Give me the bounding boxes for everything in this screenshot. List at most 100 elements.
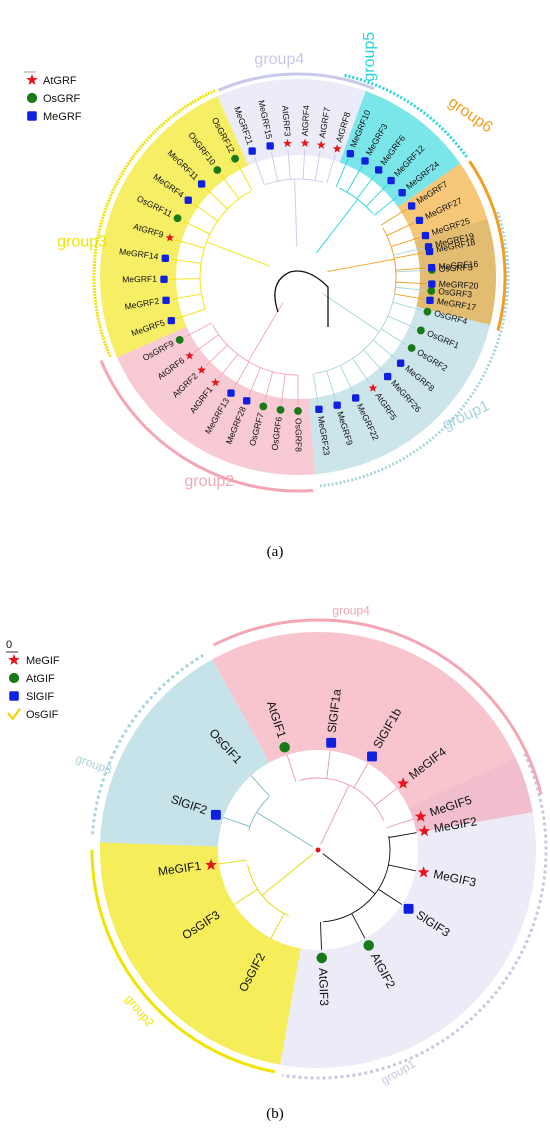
marker-osgrf1 bbox=[416, 326, 425, 335]
arc-group3 bbox=[92, 89, 216, 358]
root-node bbox=[315, 847, 321, 853]
arc-group4 bbox=[218, 72, 375, 92]
branch-megrf7 bbox=[380, 208, 407, 226]
marker-atgrf6 bbox=[185, 351, 194, 360]
branch-megrf12 bbox=[365, 184, 388, 207]
branch-megrf24 bbox=[373, 196, 398, 216]
legend-circle-icon bbox=[26, 92, 38, 104]
leaf-megrf16: MeGRF16 bbox=[438, 259, 478, 272]
branch-osgrf3 bbox=[395, 286, 426, 291]
panel-b-caption: (b) bbox=[266, 1106, 284, 1122]
marker-atgif2 bbox=[363, 940, 374, 951]
branch-megrf5 bbox=[176, 308, 206, 320]
branch-megrf4 bbox=[192, 203, 218, 222]
branch-osgrf1 bbox=[387, 315, 416, 329]
band-group3 bbox=[100, 659, 270, 847]
branch-megrf6 bbox=[356, 174, 376, 200]
legend-square-icon bbox=[9, 691, 19, 701]
marker-megrf8 bbox=[396, 359, 405, 367]
branch-megrf17 bbox=[394, 293, 425, 300]
band-group4 bbox=[217, 79, 366, 166]
legend-check-icon bbox=[7, 707, 21, 721]
marker-megrf26 bbox=[383, 372, 392, 381]
branch-megrf19 bbox=[393, 247, 423, 256]
marker-osgrf9 bbox=[175, 335, 184, 344]
marker-osgrf7 bbox=[259, 402, 268, 411]
panel-b-tree: group1group2group3group4MeGIF2MeGIF3SlGI… bbox=[74, 603, 548, 1087]
legend-star-icon bbox=[8, 654, 20, 665]
branch-megrf10 bbox=[335, 158, 349, 187]
branch-megif5 bbox=[386, 818, 414, 829]
legend-label-osgif: OsGIF bbox=[26, 709, 59, 721]
branch-megrf14 bbox=[171, 258, 202, 264]
marker-megrf15 bbox=[266, 142, 274, 150]
marker-atgrf1 bbox=[211, 378, 220, 387]
leaf-atgrf3: AtGRF3 bbox=[280, 105, 292, 137]
marker-megrf4 bbox=[184, 196, 192, 204]
leaf-osgrf5: OsGRF5 bbox=[439, 262, 474, 274]
group-label-group4: group4 bbox=[254, 51, 304, 68]
branch-megif2 bbox=[388, 832, 417, 838]
branch-osgrf10 bbox=[220, 174, 240, 200]
legend-label-megrf: MeGRF bbox=[43, 111, 82, 123]
marker-megrf13 bbox=[227, 389, 235, 397]
branch-megrf28 bbox=[248, 367, 261, 396]
marker-megrf21 bbox=[248, 147, 256, 155]
branch-atgrf4 bbox=[302, 149, 306, 180]
marker-megrf28 bbox=[243, 397, 251, 405]
marker-megrf16 bbox=[427, 263, 436, 272]
arc-group5 bbox=[344, 73, 469, 160]
branch-megif4 bbox=[374, 788, 398, 807]
branch-megrf2 bbox=[171, 293, 202, 300]
branch-atgrf5 bbox=[352, 357, 370, 384]
branch-atgrf6 bbox=[194, 334, 219, 353]
branch-megrf27 bbox=[386, 222, 415, 236]
marker-atgrf4 bbox=[300, 138, 310, 147]
marker-megif1 bbox=[205, 858, 217, 870]
marker-atgrf9 bbox=[165, 233, 175, 242]
leaf-megrf20: MeGRF20 bbox=[439, 279, 479, 291]
marker-slgif3 bbox=[403, 903, 414, 914]
marker-atgrf2 bbox=[197, 365, 206, 374]
group-label-group2: group2 bbox=[122, 992, 157, 1030]
leaf-atgif3: AtGIF3 bbox=[316, 968, 331, 1007]
legend-circle-icon bbox=[8, 672, 20, 684]
band-group2 bbox=[99, 842, 301, 1065]
marker-osgrf2 bbox=[407, 344, 416, 352]
marker-atgif1 bbox=[279, 742, 290, 753]
arc-group1 bbox=[282, 753, 548, 1080]
branch-slgif3 bbox=[378, 888, 403, 905]
branch-atgrf9 bbox=[175, 239, 205, 249]
marker-megif5 bbox=[414, 810, 427, 822]
marker-megrf22 bbox=[352, 394, 360, 402]
arc-group6 bbox=[468, 160, 507, 331]
branch-megrf16 bbox=[395, 267, 426, 271]
marker-megrf18 bbox=[425, 247, 434, 256]
marker-megrf20 bbox=[428, 280, 436, 288]
leaf-megrf1: MeGRF1 bbox=[122, 274, 157, 285]
panel-a-caption: (a) bbox=[267, 544, 284, 560]
branch-osgrf6 bbox=[280, 374, 286, 404]
branch-megrf15 bbox=[270, 151, 279, 182]
marker-slgif1a bbox=[326, 737, 337, 748]
legend-square-icon bbox=[27, 111, 37, 121]
marker-megrf25 bbox=[421, 231, 430, 240]
branch-megrf3 bbox=[346, 165, 363, 193]
branch-megrf21 bbox=[253, 156, 265, 186]
marker-megrf1 bbox=[160, 275, 168, 284]
branch-megif1 bbox=[218, 859, 247, 865]
legend-label-slgif: SlGIF bbox=[26, 691, 54, 703]
marker-osgrf3 bbox=[427, 287, 436, 295]
legend-label-osgrf: OsGRF bbox=[43, 93, 81, 105]
band-group6 bbox=[397, 163, 496, 325]
branch-osgif2 bbox=[270, 913, 285, 939]
branch-megif3 bbox=[388, 864, 416, 872]
branch-osgrf5 bbox=[395, 269, 426, 273]
branch-osgif1 bbox=[250, 775, 271, 797]
marker-megrf12 bbox=[387, 176, 395, 185]
branch-osgrf4 bbox=[392, 301, 422, 311]
marker-megrf23 bbox=[315, 405, 323, 414]
leaf-osgrf3: OsGRF3 bbox=[438, 286, 473, 300]
